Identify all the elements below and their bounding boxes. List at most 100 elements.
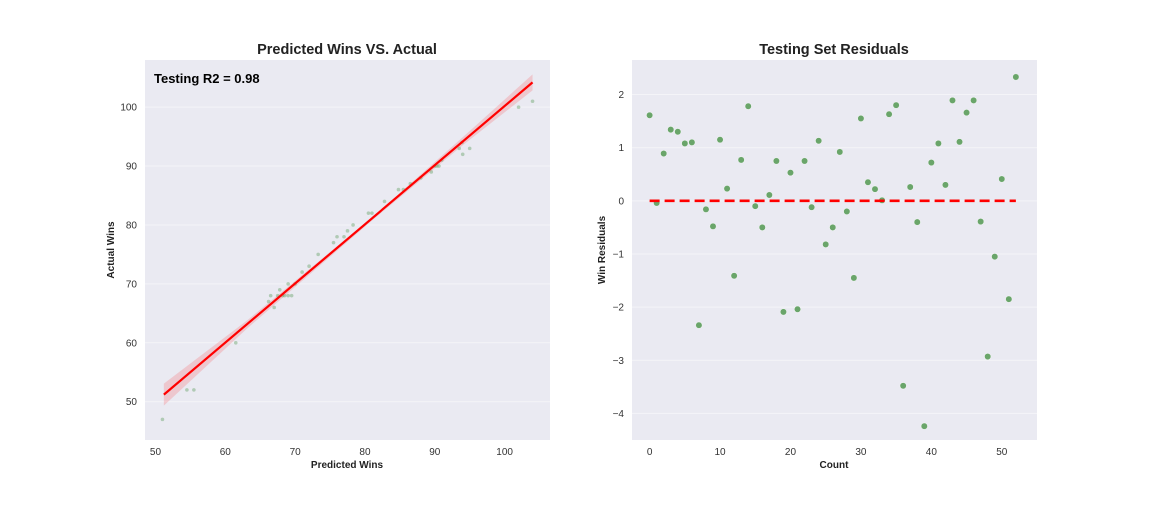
- data-point: [396, 187, 401, 192]
- data-point: [286, 282, 290, 286]
- x-tick-label: 100: [496, 447, 513, 458]
- residual-point: [815, 137, 823, 145]
- confidence-band: [163, 74, 533, 406]
- residual-point: [751, 202, 759, 210]
- data-point: [272, 305, 276, 310]
- data-point: [331, 240, 336, 245]
- data-point: [289, 293, 294, 298]
- residual-point: [843, 208, 851, 215]
- residual-point: [913, 218, 921, 226]
- residual-point: [906, 183, 914, 191]
- y-tick-label: 90: [126, 162, 138, 173]
- residual-point: [681, 140, 689, 147]
- data-point: [366, 211, 371, 215]
- data-point: [266, 299, 271, 304]
- residuals-chart: Testing Set Residuals Count Win Residual…: [597, 42, 1037, 471]
- data-point: [316, 252, 320, 257]
- residual-point: [695, 321, 703, 329]
- x-tick-label: 80: [359, 447, 371, 458]
- x-tick-label: 60: [220, 447, 232, 458]
- residual-point: [857, 115, 865, 122]
- y-tick-label: 0: [618, 196, 624, 207]
- residual-point: [927, 159, 935, 166]
- data-point: [457, 146, 462, 151]
- residual-point: [688, 138, 696, 146]
- y-tick-label: 60: [126, 338, 138, 349]
- residual-point: [667, 126, 675, 134]
- data-point: [429, 170, 434, 174]
- residual-point: [970, 96, 978, 104]
- y-tick-label: 2: [618, 90, 624, 101]
- y-tick-label: 50: [126, 397, 138, 408]
- residual-point: [808, 203, 816, 211]
- residual-point: [780, 308, 787, 316]
- y-tick-label: 70: [126, 279, 138, 290]
- data-point: [300, 270, 304, 274]
- x-axis-label: Count: [820, 460, 850, 471]
- y-axis-label: Actual Wins: [106, 221, 117, 279]
- data-point: [307, 264, 311, 269]
- y-tick-label: −3: [613, 356, 625, 367]
- residual-point: [716, 136, 724, 144]
- residual-point: [765, 191, 773, 199]
- residual-point: [920, 422, 928, 430]
- residual-point: [801, 157, 808, 165]
- x-tick-label: 40: [926, 447, 938, 458]
- residual-point: [723, 185, 731, 193]
- residual-point: [984, 353, 992, 360]
- y-tick-label: −1: [613, 249, 625, 260]
- data-point: [345, 229, 350, 233]
- x-tick-label: 50: [996, 447, 1008, 458]
- x-tick-label: 10: [714, 447, 726, 458]
- chart-title: Testing Set Residuals: [759, 42, 909, 58]
- data-point: [351, 223, 355, 227]
- residual-point: [850, 274, 858, 282]
- residual-point: [744, 102, 752, 110]
- residual-point: [709, 222, 717, 230]
- data-point: [530, 99, 535, 104]
- y-tick-label: 100: [120, 103, 137, 114]
- x-tick-label: 50: [150, 447, 162, 458]
- residual-point: [892, 101, 900, 109]
- predicted-vs-actual-chart: Predicted Wins VS. Actual Predicted Wins…: [106, 42, 550, 471]
- x-tick-label: 20: [785, 447, 797, 458]
- residual-point: [963, 109, 970, 117]
- residual-point: [899, 382, 907, 390]
- r2-annotation: Testing R2 = 0.98: [154, 71, 260, 86]
- residual-point: [934, 140, 942, 147]
- residual-point: [829, 224, 837, 231]
- y-tick-label: −4: [613, 409, 625, 420]
- data-point: [382, 199, 387, 204]
- residual-point: [885, 110, 893, 118]
- residual-point: [646, 111, 654, 119]
- residual-point: [758, 224, 766, 231]
- residual-point: [822, 241, 830, 248]
- residual-point: [956, 138, 963, 146]
- residual-point: [674, 128, 682, 136]
- residual-point: [942, 181, 949, 189]
- data-point: [268, 293, 273, 298]
- residual-point: [1012, 73, 1020, 81]
- x-tick-label: 70: [290, 447, 302, 458]
- data-point: [335, 234, 339, 239]
- data-point: [370, 211, 374, 215]
- x-tick-label: 30: [855, 447, 867, 458]
- data-point: [460, 152, 465, 157]
- data-point: [185, 388, 189, 392]
- residual-point: [702, 205, 710, 213]
- y-axis-label: Win Residuals: [597, 215, 608, 284]
- data-point: [277, 287, 282, 292]
- x-axis-label: Predicted Wins: [311, 460, 384, 471]
- y-tick-label: 80: [126, 220, 138, 231]
- data-point: [282, 293, 287, 298]
- x-tick-label: 90: [429, 447, 441, 458]
- residual-point: [772, 157, 780, 165]
- residual-point: [871, 185, 879, 193]
- data-point: [160, 417, 165, 422]
- residual-point: [787, 169, 794, 177]
- plot-area: [632, 60, 1037, 440]
- y-tick-label: −2: [613, 303, 625, 314]
- regression-line: [163, 81, 534, 396]
- data-point: [437, 164, 441, 168]
